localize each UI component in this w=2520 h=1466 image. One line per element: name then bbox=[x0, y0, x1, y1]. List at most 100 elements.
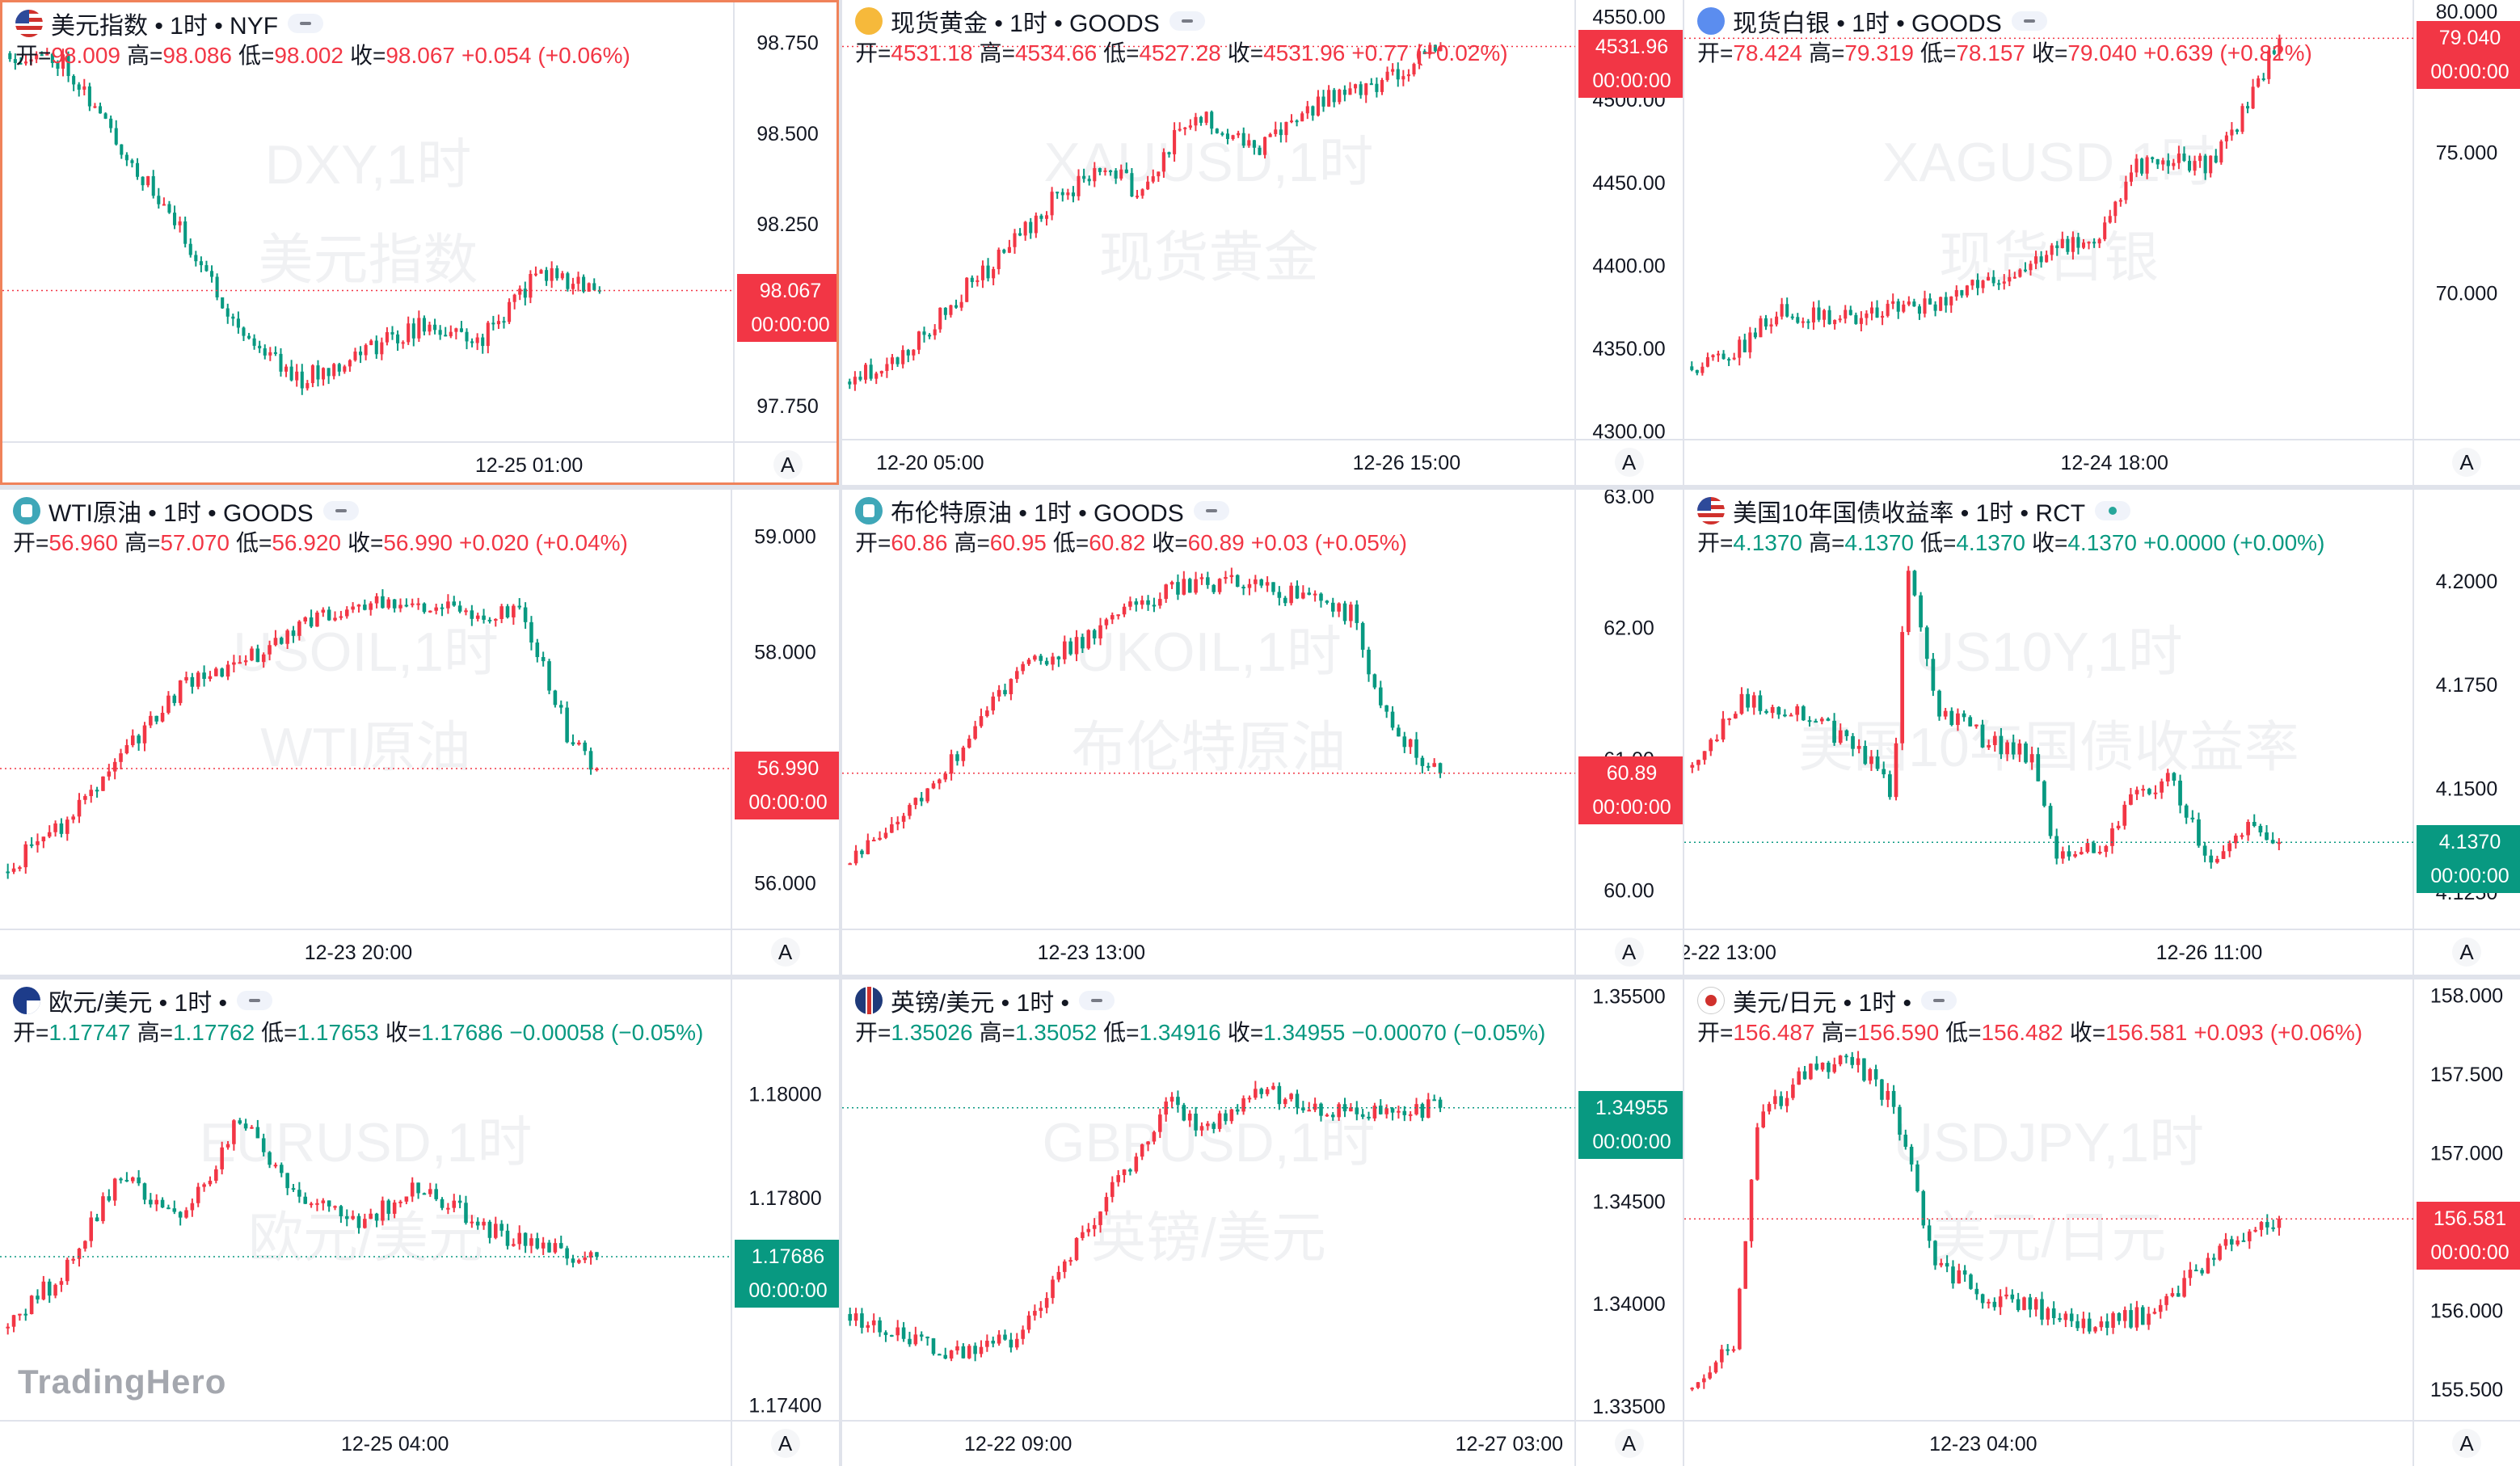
chart-panel-3[interactable]: XAGUSD,1时 现货白银 80.000 75.000 70.000 12-24 18:… bbox=[1684, 0, 2520, 485]
candle-body bbox=[1135, 196, 1140, 198]
market-open-icon[interactable] bbox=[2095, 501, 2131, 520]
candle-body bbox=[1206, 1123, 1210, 1127]
candle-body bbox=[1098, 168, 1102, 172]
time-tick-label: 12-25 04:00 bbox=[341, 1433, 449, 1455]
symbol-title[interactable]: 欧元/美元 • 1时 • bbox=[48, 990, 228, 1017]
market-closed-icon[interactable] bbox=[322, 501, 359, 520]
last-price-value: 4531.96 bbox=[1595, 35, 1669, 58]
candle-body bbox=[1307, 592, 1312, 595]
chart-legend-title[interactable]: 现货黄金 • 1时 • GOODS bbox=[855, 3, 1205, 39]
chart-panel-6[interactable]: US10Y,1时美国10年国债收益率4.20004.17504.15004.12… bbox=[1684, 490, 2520, 975]
chart-panel-8[interactable]: GBPUSD,1时英镑/美元1.355001.350001.345001.340… bbox=[842, 979, 1683, 1466]
candle-body bbox=[1009, 1339, 1013, 1348]
candle-body bbox=[204, 265, 209, 272]
market-closed-icon[interactable] bbox=[1169, 11, 1205, 31]
candle-body bbox=[1414, 739, 1418, 758]
symbol-title[interactable]: 现货黄金 • 1时 • GOODS bbox=[891, 11, 1160, 37]
chart-panel-1[interactable]: DXY,1时 美元指数 98.750 98.500 98.250 97.750 12-25 … bbox=[0, 0, 839, 485]
chart-panel-9[interactable]: USDJPY,1时 美元/日元 158.000 157.500 157.000 156.0… bbox=[1684, 979, 2520, 1466]
symbol-title[interactable]: 布伦特原油 • 1时 • GOODS bbox=[891, 500, 1184, 527]
candle-body bbox=[112, 1178, 117, 1201]
candle-body bbox=[1330, 1114, 1335, 1118]
brand-logo: TradingHero bbox=[18, 1363, 227, 1401]
market-closed-icon[interactable] bbox=[288, 14, 324, 33]
candle-body bbox=[1212, 1123, 1216, 1129]
candle-body bbox=[194, 255, 198, 262]
last-price-tag: 1.34955 00:00:00 bbox=[1578, 1090, 1683, 1159]
candle-body bbox=[925, 788, 929, 802]
price-tick-label: 156.000 bbox=[2430, 1300, 2503, 1323]
chart-legend-title[interactable]: 现货白银 • 1时 • GOODS bbox=[1697, 3, 2047, 39]
candle-body bbox=[199, 261, 203, 266]
candle-body bbox=[1780, 304, 1784, 317]
symbol-title[interactable]: 美元指数 • 1时 • NYF bbox=[51, 13, 279, 40]
symbol-title[interactable]: 美元/日元 • 1时 • bbox=[1733, 990, 1912, 1017]
auto-scale-button[interactable]: A bbox=[2452, 937, 2481, 967]
auto-scale-button[interactable]: A bbox=[1614, 1429, 1644, 1458]
chart-legend-title[interactable]: 布伦特原油 • 1时 • GOODS bbox=[855, 493, 1229, 529]
candle-body bbox=[908, 1338, 912, 1345]
candle-body bbox=[1002, 249, 1006, 253]
candle-body bbox=[1074, 637, 1079, 655]
candle-body bbox=[928, 335, 932, 337]
market-closed-icon[interactable] bbox=[1921, 991, 1957, 1010]
auto-scale-button[interactable]: A bbox=[2452, 1429, 2481, 1458]
candle-body bbox=[933, 329, 937, 335]
market-closed-icon[interactable] bbox=[2011, 11, 2047, 31]
candle-body bbox=[1790, 316, 1794, 318]
chart-legend-title[interactable]: 欧元/美元 • 1时 • bbox=[13, 983, 273, 1018]
auto-scale-button[interactable]: A bbox=[1614, 448, 1644, 477]
candle-body bbox=[1695, 369, 1699, 373]
auto-scale-button[interactable]: A bbox=[773, 450, 803, 479]
candle-body bbox=[879, 370, 883, 374]
candle-body bbox=[178, 221, 182, 225]
candle-body bbox=[1050, 192, 1054, 216]
candle-body bbox=[2141, 789, 2146, 791]
high-value: 1.17762 bbox=[172, 1020, 255, 1045]
chart-legend-title[interactable]: 美元/日元 • 1时 • bbox=[1697, 983, 1957, 1018]
close-value: 60.89 bbox=[1187, 530, 1245, 555]
low-value: 1.34916 bbox=[1139, 1020, 1221, 1045]
auto-scale-button[interactable]: A bbox=[770, 1429, 800, 1458]
candle-body bbox=[433, 324, 437, 331]
auto-scale-button[interactable]: A bbox=[1614, 937, 1644, 967]
chart-legend-title[interactable]: WTI原油 • 1时 • GOODS bbox=[13, 493, 359, 529]
candle-body bbox=[577, 1260, 581, 1263]
symbol-title[interactable]: 现货白银 • 1时 • GOODS bbox=[1733, 11, 2002, 37]
market-closed-icon[interactable] bbox=[1193, 501, 1229, 520]
candle-body bbox=[2029, 754, 2034, 763]
candle-body bbox=[1721, 718, 1726, 740]
chart-legend-title[interactable]: 美国10年国债收益率 • 1时 • RCT bbox=[1697, 493, 2131, 529]
candle-body bbox=[901, 815, 906, 822]
candle-body bbox=[2277, 842, 2282, 845]
symbol-title[interactable]: WTI原油 • 1时 • GOODS bbox=[48, 500, 314, 527]
candle-body bbox=[459, 328, 463, 332]
candle-body bbox=[23, 61, 28, 64]
auto-scale-button[interactable]: A bbox=[2452, 448, 2481, 477]
candle-body bbox=[303, 617, 308, 621]
market-closed-icon[interactable] bbox=[237, 991, 273, 1010]
candle-body bbox=[1271, 582, 1275, 592]
candle-body bbox=[2246, 106, 2250, 109]
candle-body bbox=[482, 615, 486, 620]
candle-body bbox=[1044, 215, 1049, 219]
candle-body bbox=[1902, 304, 1906, 312]
symbol-title[interactable]: 英镑/美元 • 1时 • bbox=[891, 990, 1070, 1017]
candle-body bbox=[61, 54, 65, 69]
candle-body bbox=[154, 715, 158, 722]
candle-body bbox=[2093, 1327, 2097, 1332]
chart-panel-2[interactable]: XAUUSD,1时 现货黄金 4550.00 4500.00 4450.00 4400.0… bbox=[842, 0, 1683, 485]
chart-legend-title[interactable]: 美元指数 • 1时 • NYF bbox=[15, 6, 324, 41]
candle-body bbox=[1164, 1102, 1168, 1115]
candle-body bbox=[571, 742, 575, 745]
chart-legend-title[interactable]: 英镑/美元 • 1时 • bbox=[855, 983, 1115, 1018]
symbol-title[interactable]: 美国10年国债收益率 • 1时 • RCT bbox=[1733, 500, 2086, 527]
candle-body bbox=[1014, 671, 1019, 680]
chart-panel-4[interactable]: USOIL,1时WTI原油59.00058.00057.00056.00012-… bbox=[0, 490, 839, 975]
auto-scale-button[interactable]: A bbox=[770, 937, 800, 967]
candle-body bbox=[1708, 1372, 1712, 1379]
high-label: 高= bbox=[954, 530, 990, 555]
market-closed-icon[interactable] bbox=[1079, 991, 1115, 1010]
candle-body bbox=[137, 1177, 141, 1184]
